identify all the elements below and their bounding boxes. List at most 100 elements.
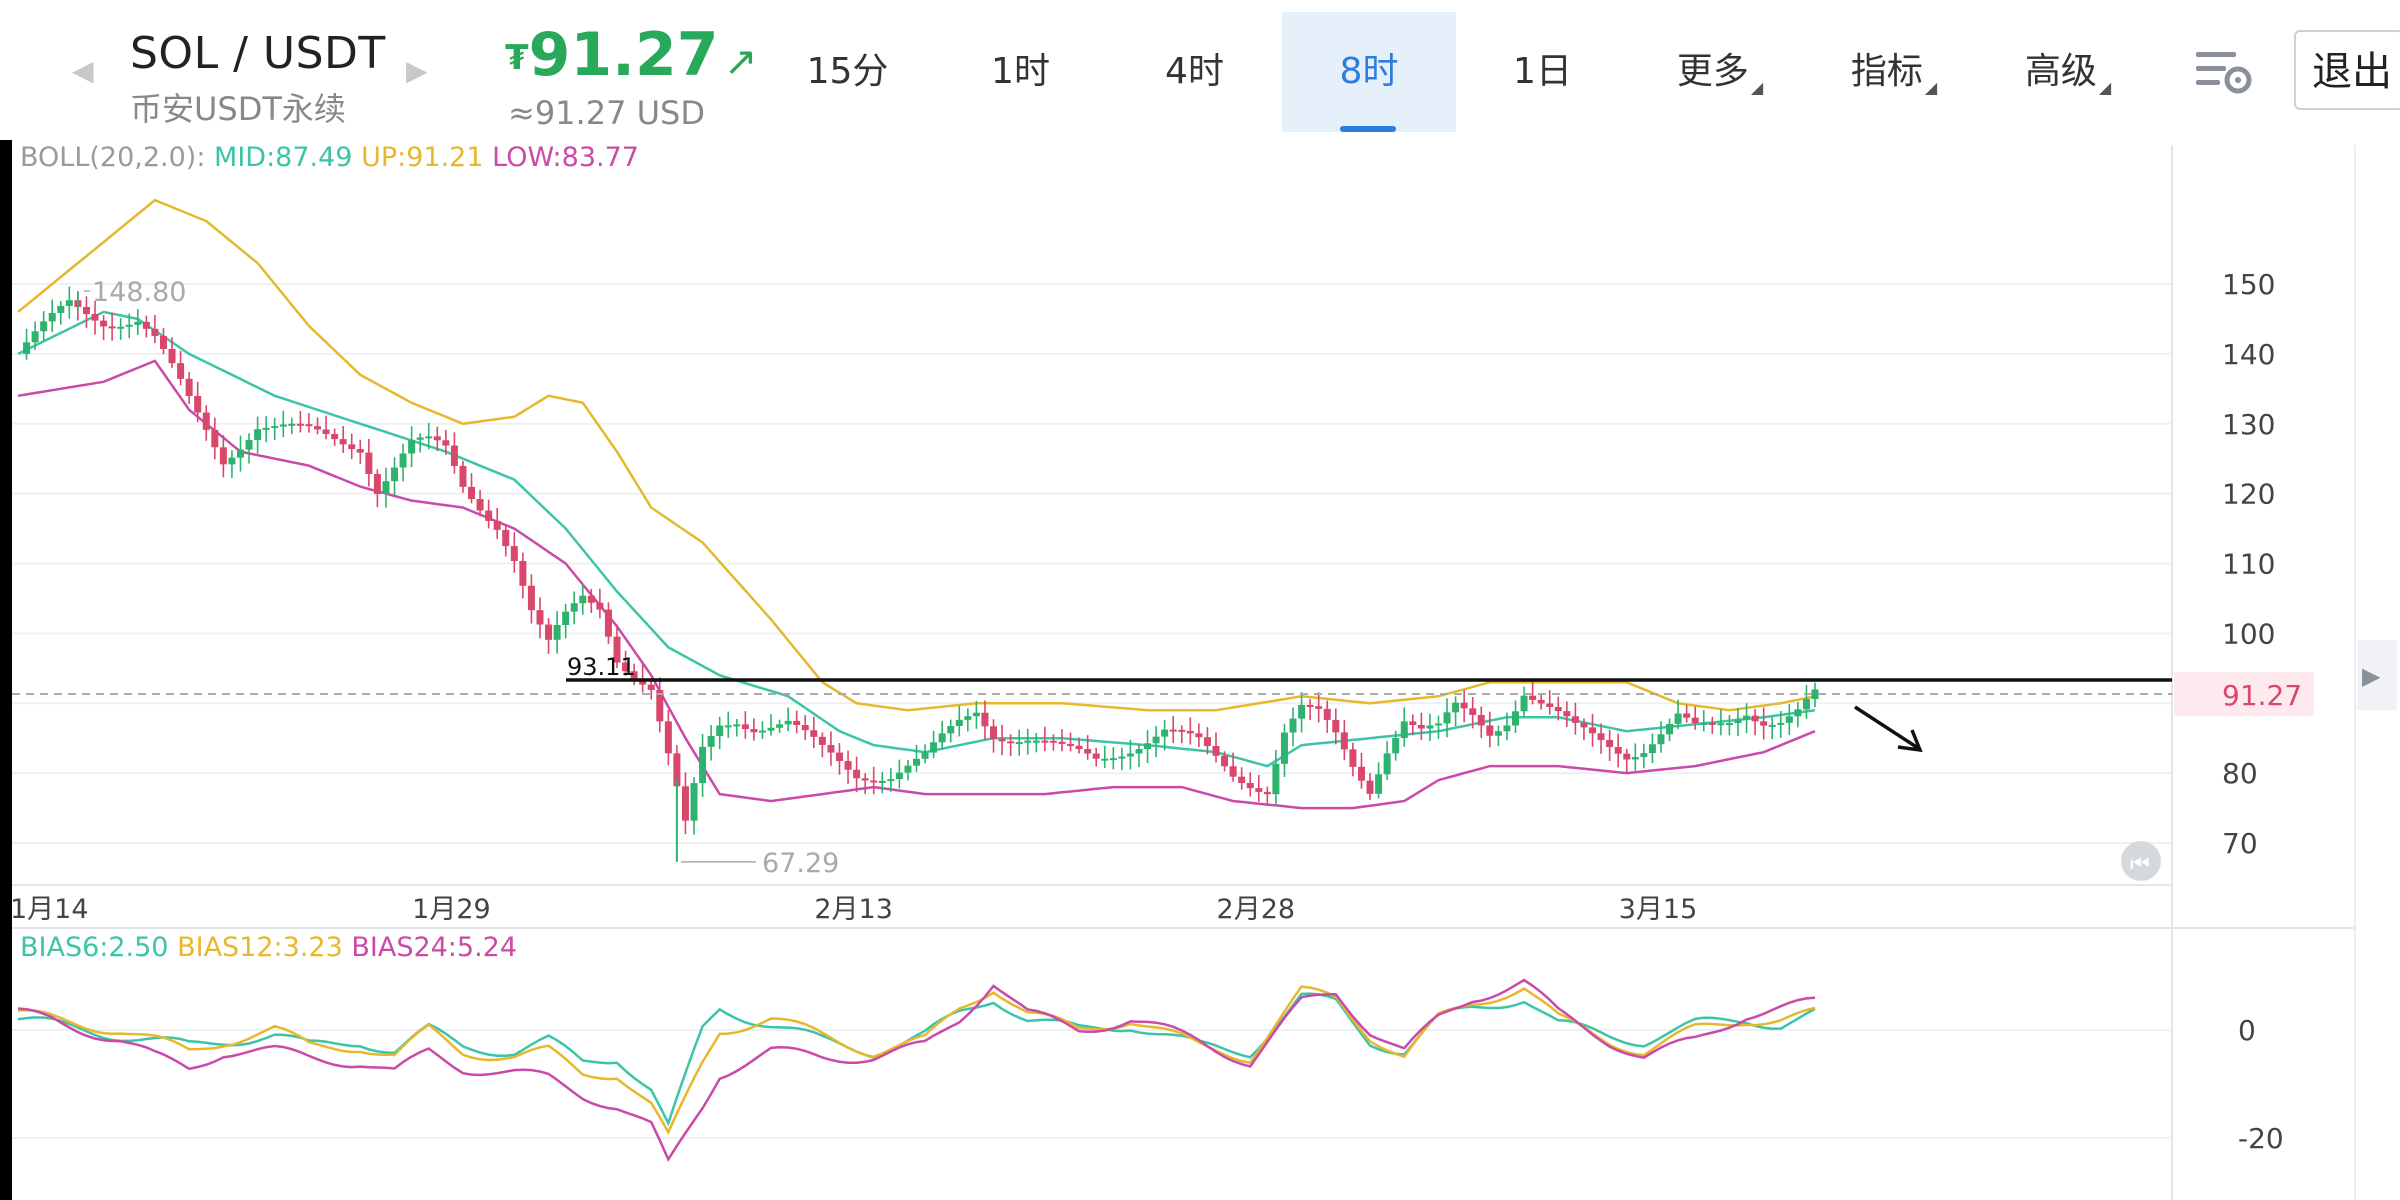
candle-body xyxy=(459,465,467,487)
candle-body xyxy=(1700,722,1708,725)
tab-indicators[interactable]: 指标 ◢ xyxy=(1834,12,1954,132)
candle-body xyxy=(1280,732,1288,764)
candle-body xyxy=(604,609,612,637)
candle-body xyxy=(1195,733,1203,738)
y-tick-label: 120 xyxy=(2222,478,2275,511)
candle-body xyxy=(476,499,484,511)
candle-body xyxy=(1015,741,1023,744)
last-price-tag xyxy=(2174,672,2314,716)
candle-body xyxy=(408,439,416,454)
candle-body xyxy=(1520,695,1528,712)
candle-body xyxy=(887,779,895,782)
tab-advanced[interactable]: 高级 ◢ xyxy=(2008,12,2128,132)
candle-body xyxy=(1631,757,1639,760)
candle-body xyxy=(793,720,801,725)
candle-body xyxy=(1640,753,1648,758)
candle-body xyxy=(1811,689,1819,699)
candle-body xyxy=(254,429,262,441)
tab-4h[interactable]: 4时 xyxy=(1137,12,1252,132)
candle-body xyxy=(1161,729,1169,737)
candle-body xyxy=(322,429,330,434)
candle-body xyxy=(1580,722,1588,728)
candle-body xyxy=(724,725,732,728)
candle-body xyxy=(1323,708,1331,720)
candle-body xyxy=(527,585,535,611)
candle-body xyxy=(485,510,493,521)
candle-body xyxy=(425,436,433,439)
bias12-legend: BIAS12:3.23 xyxy=(177,932,343,963)
candle-body xyxy=(938,733,946,743)
exit-button[interactable]: 退出 xyxy=(2294,30,2400,110)
candle-body xyxy=(1648,744,1656,754)
candle-body xyxy=(913,758,920,766)
candle-body xyxy=(1460,702,1468,709)
candle-body xyxy=(1092,753,1100,759)
candle-body xyxy=(1477,714,1485,726)
tab-more[interactable]: 更多 ◢ xyxy=(1660,12,1780,132)
candle-body xyxy=(767,727,775,731)
tab-label: 1日 xyxy=(1513,51,1572,92)
candle-body xyxy=(74,300,82,307)
low-label: 67.29 xyxy=(762,848,839,879)
bias-bias6-line xyxy=(17,992,1816,1127)
candle-body xyxy=(373,474,381,494)
candle-body xyxy=(1152,736,1160,744)
candlesticks xyxy=(23,286,1819,862)
candle-body xyxy=(895,772,903,780)
tab-label: 指标 xyxy=(1850,51,1923,92)
candle-body xyxy=(1794,709,1802,717)
candle-body xyxy=(707,736,715,747)
y-tick-label: 130 xyxy=(2222,408,2275,441)
candle-body xyxy=(1589,727,1597,734)
candle-body xyxy=(1357,766,1365,781)
candle-body xyxy=(1529,695,1537,700)
candle-body xyxy=(1777,722,1785,725)
candle-body xyxy=(1760,721,1768,726)
candle-body xyxy=(681,786,689,821)
last-price-tag-label: 91.27 xyxy=(2222,679,2302,712)
tab-15m[interactable]: 15分 xyxy=(790,12,905,132)
candle-body xyxy=(450,445,458,466)
candle-body xyxy=(1383,753,1391,775)
candle-body xyxy=(125,324,133,327)
tab-1d[interactable]: 1日 xyxy=(1485,12,1600,132)
boll-upper-line xyxy=(17,198,1816,712)
candle-body xyxy=(1486,725,1494,736)
candle-body xyxy=(57,305,65,313)
annotations: 148.80 67.29 93.11 xyxy=(12,277,2172,879)
candle-body xyxy=(587,595,595,603)
candle-body xyxy=(716,725,724,737)
candle-body xyxy=(1434,723,1442,726)
top-toolbar: ◀ SOL / USDT 币安USDT永续 ▶ ₮91.27 ↗ ≈91.27 … xyxy=(0,0,2400,140)
candle-body xyxy=(468,486,476,500)
projection-arrow-head xyxy=(1897,729,1923,753)
bias-bias24-line xyxy=(17,978,1816,1163)
candle-body xyxy=(1246,782,1254,789)
tab-8h[interactable]: 8时 xyxy=(1282,12,1456,132)
candle-body xyxy=(1597,733,1605,740)
chart-settings-icon[interactable] xyxy=(2192,44,2256,98)
candle-body xyxy=(1708,722,1716,725)
candle-body xyxy=(1537,699,1545,704)
candle-body xyxy=(1409,721,1417,726)
next-pair-arrow-icon[interactable]: ▶ xyxy=(406,54,428,87)
candle-body xyxy=(1743,715,1751,720)
candle-body xyxy=(1041,740,1049,743)
candle-body xyxy=(673,753,681,787)
candle-body xyxy=(562,611,570,625)
candle-body xyxy=(1289,718,1297,733)
candle-body xyxy=(818,736,826,745)
pair-name[interactable]: SOL / USDT xyxy=(130,28,386,79)
candle-body xyxy=(159,335,167,349)
candle-body xyxy=(331,433,339,440)
x-tick-label: 2月13 xyxy=(814,894,893,925)
candle-body xyxy=(656,689,664,722)
tab-1h[interactable]: 1时 xyxy=(963,12,1078,132)
candle-body xyxy=(1375,774,1383,794)
candle-body xyxy=(1546,703,1554,708)
prev-pair-arrow-icon[interactable]: ◀ xyxy=(72,54,94,87)
price-usd: ≈91.27 USD xyxy=(508,94,705,132)
candle-body xyxy=(1623,753,1631,760)
candle-body xyxy=(1118,756,1126,759)
